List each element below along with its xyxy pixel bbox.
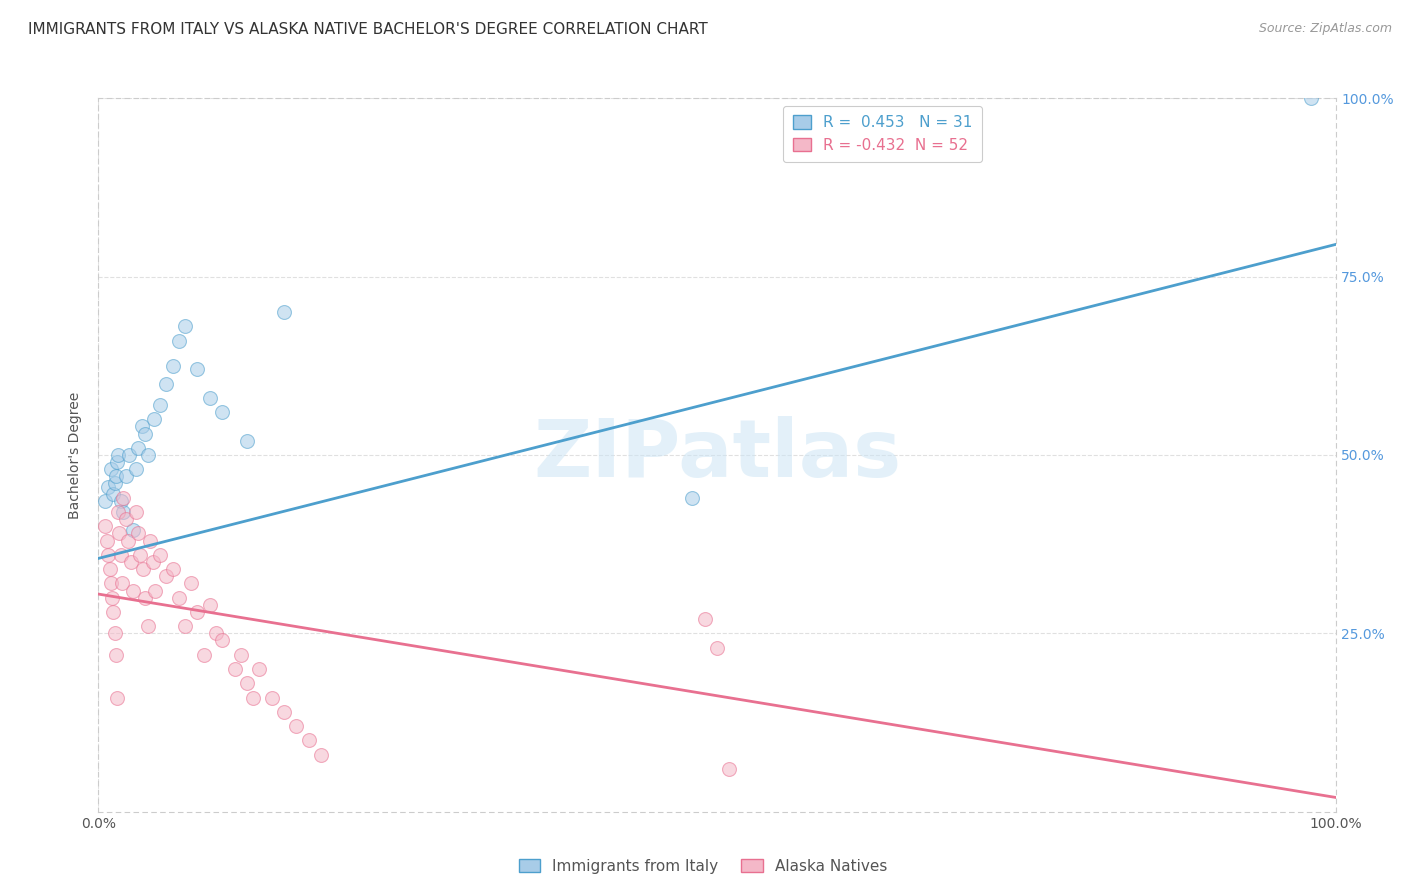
Legend: R =  0.453   N = 31, R = -0.432  N = 52: R = 0.453 N = 31, R = -0.432 N = 52: [783, 106, 981, 161]
Point: [120, 555, 142, 569]
Point: [122, 523, 145, 537]
Point: [224, 662, 246, 676]
Point: [162, 562, 184, 576]
Point: [273, 705, 295, 719]
Point: [1299, 91, 1322, 105]
Point: [149, 548, 172, 562]
Point: [112, 505, 135, 519]
Point: [98, 562, 121, 576]
Point: [143, 412, 166, 426]
Point: [103, 605, 125, 619]
Text: IMMIGRANTS FROM ITALY VS ALASKA NATIVE BACHELOR'S DEGREE CORRELATION CHART: IMMIGRANTS FROM ITALY VS ALASKA NATIVE B…: [28, 22, 707, 37]
Point: [298, 733, 321, 747]
Point: [103, 476, 125, 491]
Point: [112, 491, 135, 505]
Point: [211, 633, 233, 648]
Point: [97, 480, 120, 494]
Point: [134, 426, 156, 441]
Point: [186, 362, 208, 376]
Point: [134, 591, 156, 605]
Point: [198, 391, 221, 405]
Point: [104, 469, 127, 483]
Point: [97, 548, 120, 562]
Point: [193, 648, 215, 662]
Point: [693, 612, 716, 626]
Point: [124, 462, 146, 476]
Point: [198, 598, 221, 612]
Point: [718, 762, 741, 776]
Point: [101, 591, 124, 605]
Point: [132, 562, 155, 576]
Point: [162, 359, 184, 373]
Point: [100, 462, 122, 476]
Point: [105, 455, 128, 469]
Point: [167, 334, 190, 348]
Point: [96, 533, 118, 548]
Point: [229, 648, 252, 662]
Point: [155, 569, 177, 583]
Point: [111, 576, 134, 591]
Point: [107, 448, 129, 462]
Point: [100, 576, 122, 591]
Point: [114, 512, 136, 526]
Point: [174, 319, 197, 334]
Point: [242, 690, 264, 705]
Text: ZIPatlas: ZIPatlas: [533, 416, 901, 494]
Point: [103, 626, 125, 640]
Point: [122, 583, 145, 598]
Point: [110, 548, 132, 562]
Point: [236, 434, 259, 448]
Point: [105, 690, 128, 705]
Point: [236, 676, 259, 690]
Point: [107, 505, 129, 519]
Point: [93, 494, 115, 508]
Point: [136, 619, 159, 633]
Text: Source: ZipAtlas.com: Source: ZipAtlas.com: [1258, 22, 1392, 36]
Point: [180, 576, 202, 591]
Point: [211, 405, 233, 419]
Point: [136, 448, 159, 462]
Point: [127, 526, 149, 541]
Point: [260, 690, 283, 705]
Point: [93, 519, 115, 533]
Point: [104, 648, 127, 662]
Point: [114, 469, 136, 483]
Point: [174, 619, 197, 633]
Y-axis label: Bachelor's Degree: Bachelor's Degree: [69, 392, 83, 518]
Point: [186, 605, 208, 619]
Point: [706, 640, 728, 655]
Point: [205, 626, 228, 640]
Point: [143, 583, 166, 598]
Point: [118, 448, 141, 462]
Point: [131, 419, 153, 434]
Point: [129, 548, 152, 562]
Point: [149, 398, 172, 412]
Point: [309, 747, 332, 762]
Point: [108, 526, 131, 541]
Point: [155, 376, 177, 391]
Point: [139, 533, 162, 548]
Point: [142, 555, 165, 569]
Point: [110, 494, 132, 508]
Point: [127, 441, 149, 455]
Point: [167, 591, 190, 605]
Point: [681, 491, 703, 505]
Point: [103, 487, 125, 501]
Point: [124, 505, 146, 519]
Legend: Immigrants from Italy, Alaska Natives: Immigrants from Italy, Alaska Natives: [513, 853, 893, 880]
Point: [273, 305, 295, 319]
Point: [285, 719, 308, 733]
Point: [247, 662, 270, 676]
Point: [117, 533, 139, 548]
